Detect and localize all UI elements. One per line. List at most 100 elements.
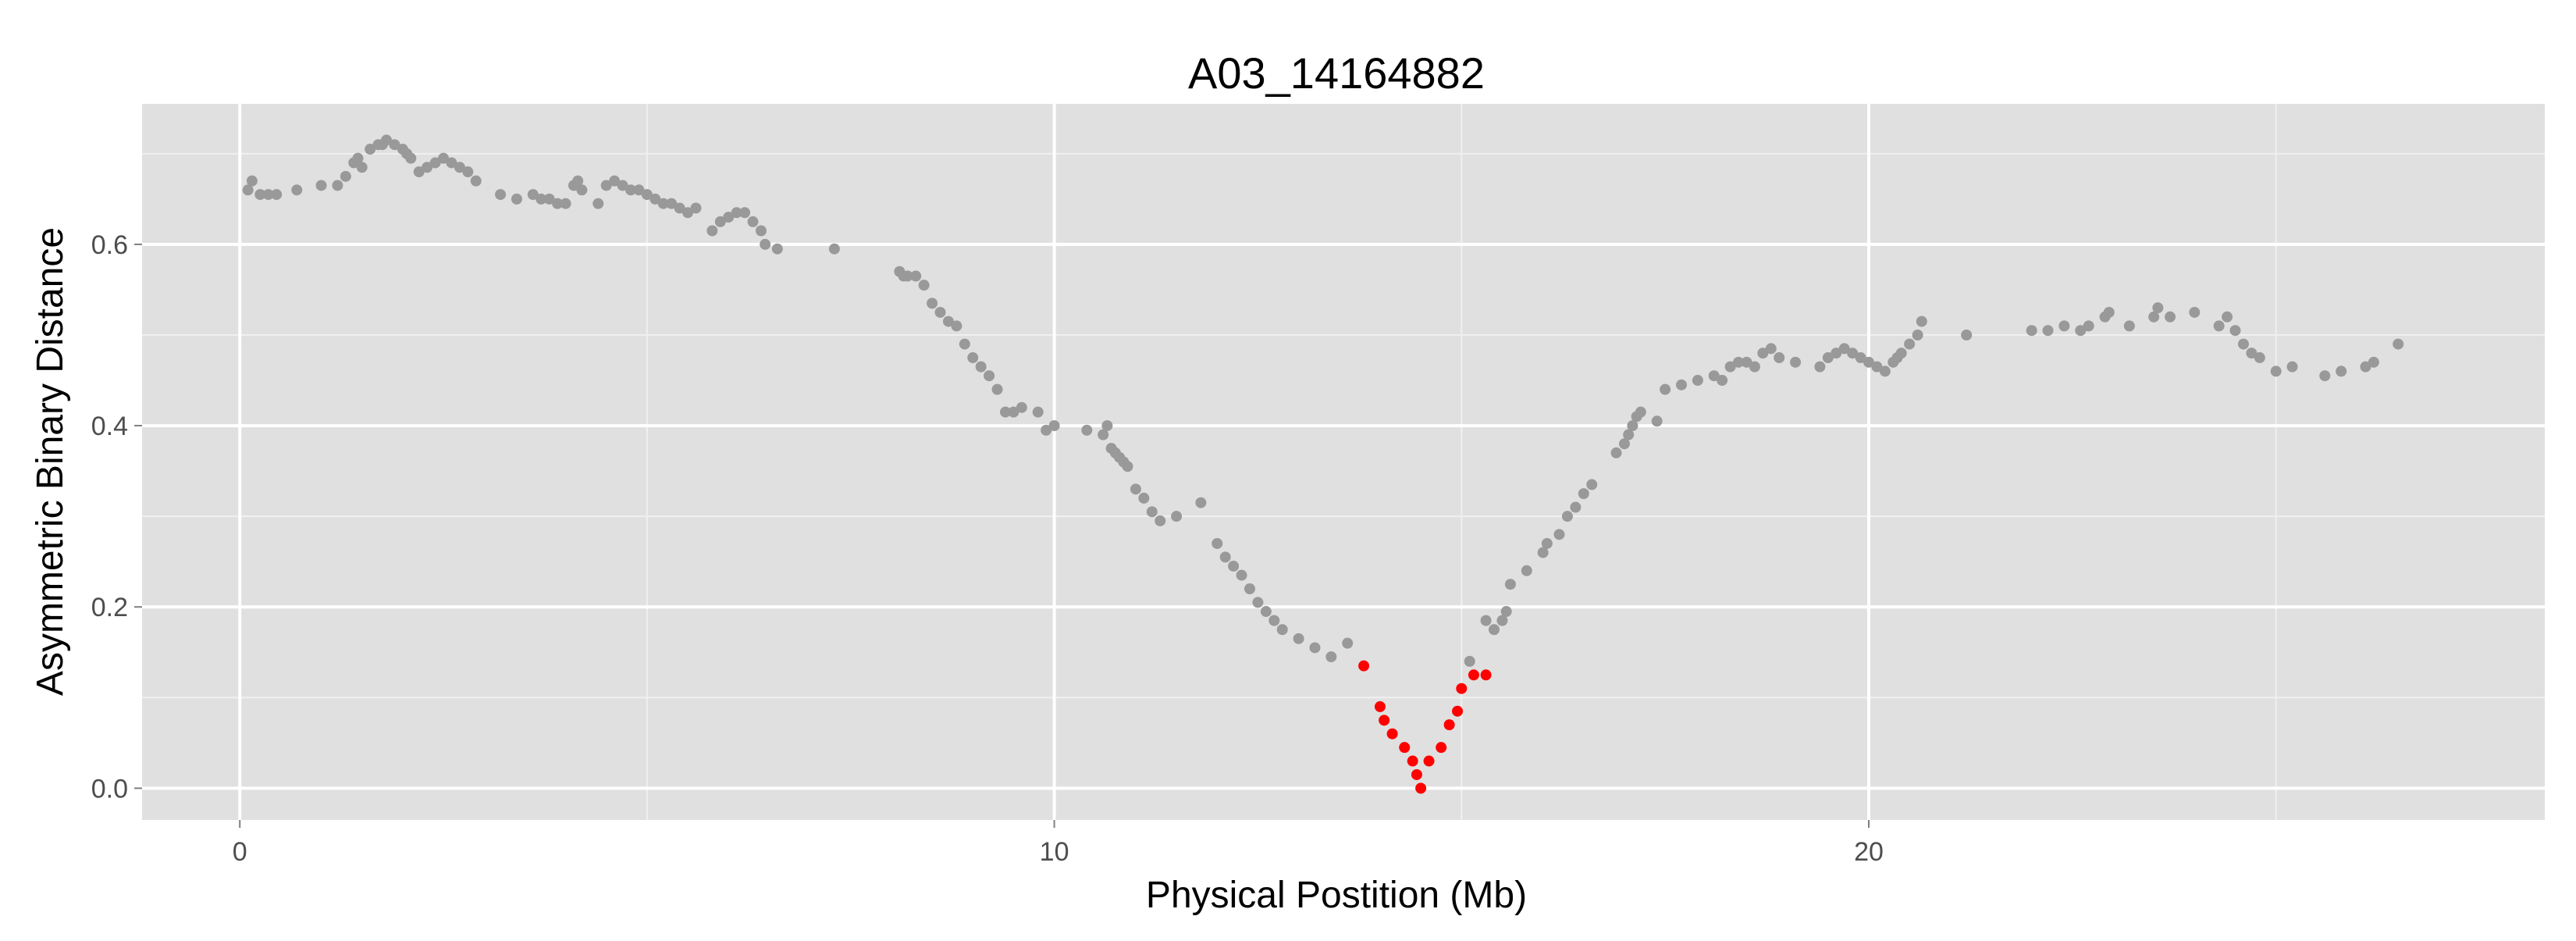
data-point bbox=[1623, 429, 1635, 440]
data-point bbox=[543, 193, 555, 205]
data-point bbox=[2152, 302, 2164, 314]
highlight-point bbox=[1386, 728, 1398, 740]
data-point bbox=[828, 243, 840, 255]
data-point bbox=[760, 238, 771, 250]
data-point bbox=[2075, 325, 2087, 337]
data-point bbox=[2336, 365, 2347, 377]
data-point bbox=[1879, 365, 1891, 377]
data-point bbox=[1757, 348, 1769, 359]
data-point bbox=[1618, 438, 1630, 450]
data-point bbox=[560, 198, 571, 209]
data-point bbox=[340, 170, 351, 182]
data-point bbox=[2229, 325, 2241, 337]
data-point bbox=[617, 180, 628, 191]
data-point bbox=[332, 180, 343, 191]
data-point bbox=[600, 180, 612, 191]
data-point bbox=[942, 315, 954, 327]
data-point bbox=[1500, 606, 1512, 618]
x-axis: 0 10 20 bbox=[233, 820, 1884, 867]
data-point bbox=[1309, 642, 1321, 654]
x-tick-label: 20 bbox=[1854, 837, 1884, 867]
data-point bbox=[365, 144, 376, 155]
data-point bbox=[975, 361, 987, 372]
data-point bbox=[2360, 361, 2371, 372]
highlight-point bbox=[1407, 755, 1418, 767]
highlight-point bbox=[1480, 669, 1492, 681]
data-point bbox=[1831, 348, 1842, 359]
data-point bbox=[1195, 497, 1207, 508]
data-point bbox=[1774, 352, 1785, 364]
data-point bbox=[1260, 606, 1272, 618]
data-point bbox=[1610, 447, 1622, 458]
plot-panel bbox=[142, 104, 2545, 820]
data-point bbox=[2165, 311, 2176, 323]
highlight-point bbox=[1415, 782, 1427, 794]
data-point bbox=[1122, 461, 1133, 472]
data-point bbox=[1904, 338, 1916, 350]
data-point bbox=[389, 139, 400, 151]
major-gridlines bbox=[142, 104, 2545, 820]
data-point bbox=[1236, 569, 1247, 581]
data-point bbox=[1521, 565, 1532, 576]
highlight-point bbox=[1452, 705, 1464, 717]
data-point bbox=[2286, 361, 2298, 372]
highlight-point bbox=[1436, 742, 1447, 754]
data-point bbox=[1489, 624, 1500, 636]
data-point bbox=[2058, 320, 2070, 332]
data-point bbox=[641, 189, 653, 201]
data-points bbox=[242, 134, 2404, 794]
data-point bbox=[405, 152, 417, 164]
data-point bbox=[1822, 352, 1834, 364]
data-point bbox=[552, 198, 564, 209]
highlight-point bbox=[1468, 669, 1479, 681]
data-point bbox=[262, 189, 274, 201]
data-point bbox=[462, 166, 474, 178]
data-point bbox=[910, 270, 922, 282]
data-point bbox=[2083, 320, 2094, 332]
data-point bbox=[1627, 420, 1638, 432]
data-point bbox=[682, 207, 694, 219]
data-point bbox=[1863, 356, 1874, 368]
data-point bbox=[1130, 483, 1141, 495]
data-point bbox=[1916, 315, 1927, 327]
data-point bbox=[1717, 375, 1728, 387]
data-point bbox=[1081, 424, 1093, 436]
data-point bbox=[1692, 375, 1703, 387]
data-point bbox=[2254, 352, 2265, 364]
data-point bbox=[2319, 370, 2331, 382]
data-point bbox=[495, 189, 507, 201]
data-point bbox=[511, 193, 522, 205]
data-point bbox=[2246, 348, 2258, 359]
chart-title: A03_14164882 bbox=[1188, 48, 1485, 98]
data-point bbox=[527, 189, 539, 201]
data-point bbox=[2393, 338, 2404, 350]
data-point bbox=[2189, 306, 2201, 318]
data-point bbox=[967, 352, 979, 364]
data-point bbox=[1651, 415, 1663, 427]
data-point bbox=[2213, 320, 2225, 332]
data-point bbox=[690, 202, 702, 214]
highlight-point bbox=[1399, 742, 1411, 754]
data-point bbox=[470, 175, 482, 187]
data-point bbox=[246, 175, 258, 187]
data-point bbox=[1570, 501, 1582, 513]
minor-gridlines bbox=[142, 104, 2545, 820]
data-point bbox=[1041, 424, 1052, 436]
y-axis-title: Asymmetric Binary Distance bbox=[30, 227, 71, 696]
data-point bbox=[1541, 537, 1553, 549]
data-point bbox=[1895, 348, 1907, 359]
data-point bbox=[1212, 537, 1223, 549]
highlight-point bbox=[1423, 755, 1435, 767]
data-point bbox=[2123, 320, 2135, 332]
data-point bbox=[1098, 429, 1109, 440]
y-tick-label: 0.0 bbox=[91, 774, 128, 804]
data-point bbox=[1814, 361, 1826, 372]
data-point bbox=[1268, 615, 1280, 626]
data-point bbox=[1537, 547, 1549, 558]
highlight-point bbox=[1411, 768, 1422, 780]
data-point bbox=[1219, 551, 1231, 563]
data-point bbox=[999, 406, 1011, 418]
data-point bbox=[1252, 597, 1264, 608]
data-point bbox=[991, 383, 1003, 395]
